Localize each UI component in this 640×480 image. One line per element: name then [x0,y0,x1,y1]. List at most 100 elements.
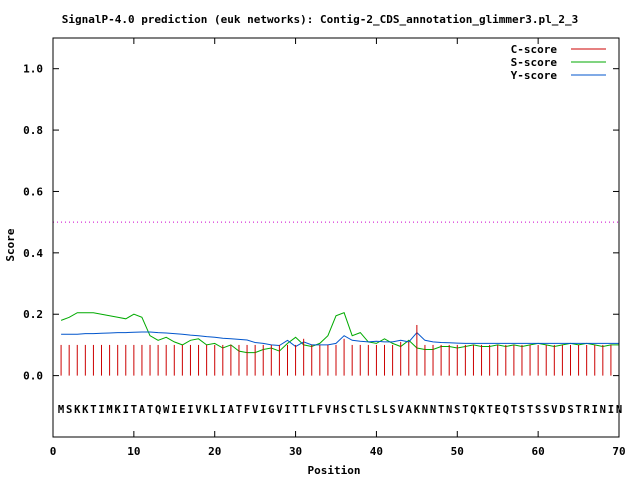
x-tick-label: 30 [289,445,302,458]
x-tick-label: 70 [612,445,625,458]
residue-label: S [389,404,395,416]
residue-label: K [478,404,485,416]
residue-label: V [551,404,558,416]
residue-label: T [575,404,581,416]
residue-label: T [131,404,137,416]
residue-label: S [535,404,541,416]
residue-label: S [341,404,347,416]
residue-label: W [163,404,170,416]
residue-label: S [567,404,573,416]
residue-label: T [236,404,242,416]
y-tick-label: 0.6 [23,185,43,198]
residue-label: T [438,404,444,416]
residue-label: E [179,404,185,416]
residue-label: D [559,404,565,416]
series-y-score [61,331,619,348]
residue-label: G [268,404,274,416]
residue-label: L [365,404,371,416]
residue-label: T [527,404,533,416]
y-tick-label: 0.2 [23,308,43,321]
plot-frame [52,37,620,438]
y-tick-label: 0.8 [23,124,43,137]
residue-label: I [260,404,266,416]
legend-label: S-score [511,56,558,69]
residue-label: K [115,404,122,416]
residue-label: F [244,404,250,416]
residue-label: T [300,404,306,416]
residue-label: C [349,404,355,416]
residue-label: L [212,404,218,416]
series-layer [60,312,620,376]
residue-label: V [325,404,332,416]
residue-label: V [252,404,259,416]
residue-label: K [414,404,421,416]
x-tick-label: 50 [451,445,464,458]
residue-label: A [228,404,235,416]
residue-label: T [486,404,492,416]
residue-label: Q [503,404,509,416]
residue-label: V [276,404,283,416]
residue-label: I [171,404,177,416]
series-c-score [60,324,620,376]
residue-label: L [309,404,315,416]
residue-label: N [446,404,452,416]
axis-ticks: 0 10 20 30 40 50 60 70 0.0 0.2 0.4 0.6 0.8 1.0 [23,38,626,458]
residue-label: A [406,404,413,416]
residue-label: I [592,404,598,416]
series-s-score [60,312,619,354]
y-score-line [61,331,619,348]
residue-label: I [123,404,129,416]
legend-label: C-score [511,43,558,56]
x-tick-label: 60 [532,445,545,458]
residue-label: K [82,404,89,416]
y-axis-label: Score [4,228,17,261]
residue-label: S [519,404,525,416]
residue-label: I [608,404,614,416]
residue-label: K [74,404,81,416]
residue-label: A [139,404,146,416]
residue-label: M [106,404,112,416]
residue-label: L [381,404,387,416]
residue-label: M [58,404,64,416]
residue-label: V [195,404,202,416]
residue-label: R [583,404,590,416]
residue-label: T [147,404,153,416]
x-axis-label: Position [308,464,361,477]
y-tick-label: 1.0 [23,63,43,76]
chart-title: SignalP-4.0 prediction (euk networks): C… [62,13,579,26]
residue-label: I [187,404,193,416]
x-tick-label: 20 [208,445,221,458]
residue-label: S [543,404,549,416]
residue-label: T [292,404,298,416]
s-score-line [60,312,619,354]
x-tick-label: 10 [127,445,140,458]
residue-label: I [98,404,104,416]
x-tick-label: 0 [50,445,57,458]
residue-label: S [373,404,379,416]
x-tick-label: 40 [370,445,383,458]
residue-label: S [454,404,460,416]
residue-label: I [220,404,226,416]
residue-label: Q [155,404,161,416]
residue-label: I [284,404,290,416]
residue-label: N [422,404,428,416]
y-tick-label: 0.0 [23,370,43,383]
residue-label: F [317,404,323,416]
legend-label: Y-score [511,69,558,82]
residue-label: N [600,404,606,416]
residue-label: V [398,404,405,416]
residue-label: T [462,404,468,416]
residue-label: H [333,404,339,416]
residue-label: E [495,404,501,416]
residue-label: T [511,404,517,416]
residue-label: K [203,404,210,416]
residue-label: N [430,404,436,416]
residue-label: S [66,404,72,416]
residue-label: T [357,404,363,416]
y-tick-label: 0.4 [23,247,43,260]
residue-label: T [90,404,96,416]
residue-label: Q [470,404,476,416]
